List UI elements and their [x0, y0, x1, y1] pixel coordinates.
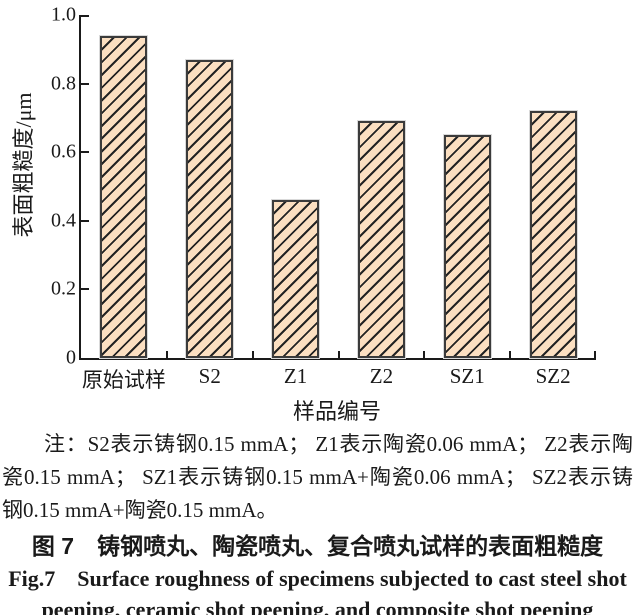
y-tick-label: 1.0 [51, 3, 76, 26]
y-tick-mark [81, 219, 89, 222]
x-category-label: Z1 [283, 364, 308, 388]
bar-chart-figure: 表面粗糙度/μm 0 0.2 0.4 0.6 0.8 1.0 原始试样 S2 Z1 Z2 SZ1 SZ… [11, 4, 596, 424]
figure-caption-en-line2: peening, ceramic shot peening, and compo… [41, 597, 594, 615]
y-tick-label: 0.8 [51, 72, 76, 95]
figure-caption-en: Fig.7 Surface roughness of specimens sub… [0, 563, 635, 615]
y-tick-label: 0.6 [51, 140, 76, 163]
bar-chart: 0 0.2 0.4 0.6 0.8 1.0 原始试样 S2 Z1 Z2 SZ1 SZ2 [51, 4, 596, 392]
x-category-label: S2 [198, 364, 221, 388]
x-category-label: SZ2 [535, 364, 571, 388]
y-tick-mark [81, 82, 89, 85]
y-tick-label: 0.4 [51, 209, 76, 232]
y-tick-mark [81, 288, 89, 291]
figure-caption-zh: 图 7 铸钢喷丸、陶瓷喷丸、复合喷丸试样的表面粗糙度 [31, 533, 604, 559]
x-tick-mark [594, 351, 596, 358]
y-tick-mark [81, 15, 89, 17]
figure-note: 注：S2表示铸钢0.15 mmA； Z1表示陶瓷0.06 mmA； Z2表示陶瓷… [2, 432, 633, 522]
x-tick-mark [423, 351, 426, 358]
bar [443, 135, 491, 358]
bar [529, 111, 577, 358]
bar [186, 59, 234, 358]
x-tick-mark [509, 351, 512, 358]
x-axis-title: 样品编号 [292, 399, 382, 424]
bar [357, 121, 405, 358]
y-axis-title: 表面粗糙度/μm [11, 92, 36, 238]
y-tick-mark [81, 151, 89, 154]
bar [272, 200, 320, 358]
x-tick-mark [337, 351, 340, 358]
y-tick-label: 0.2 [51, 277, 76, 300]
x-category-label: 原始试样 [81, 368, 166, 392]
bar [100, 35, 148, 358]
x-tick-mark [165, 351, 168, 358]
x-category-label: SZ1 [449, 364, 485, 388]
x-tick-mark [251, 351, 254, 358]
x-category-label: Z2 [369, 364, 394, 388]
y-tick-label: 0 [66, 346, 76, 369]
figure-caption-en-line1: Fig.7 Surface roughness of specimens sub… [8, 566, 627, 591]
